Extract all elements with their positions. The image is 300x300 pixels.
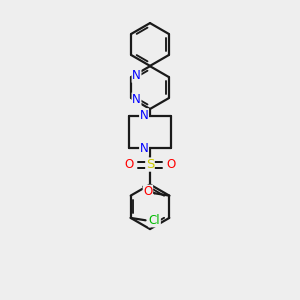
Text: N: N [140,109,148,122]
Text: S: S [146,158,154,171]
Text: O: O [124,158,133,171]
Text: N: N [132,93,141,106]
Text: Cl: Cl [149,214,160,227]
Text: N: N [140,142,148,155]
Text: O: O [167,158,176,171]
Text: O: O [143,185,152,198]
Text: N: N [132,69,141,82]
